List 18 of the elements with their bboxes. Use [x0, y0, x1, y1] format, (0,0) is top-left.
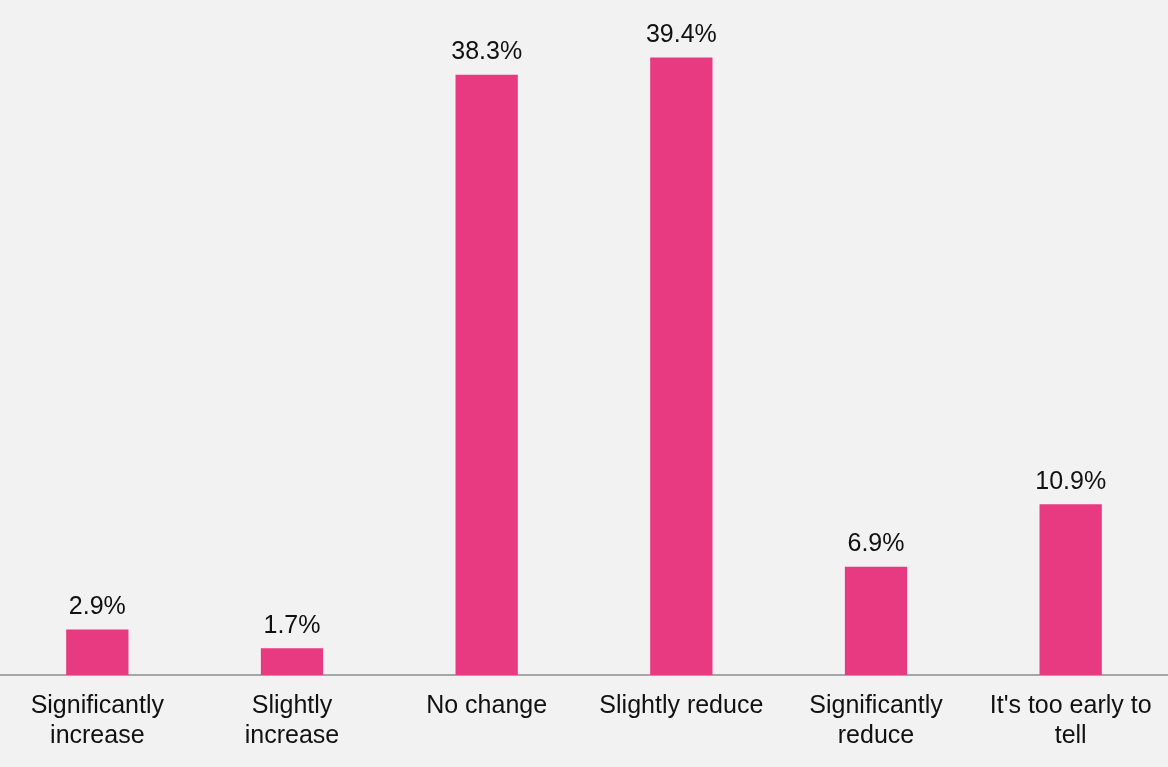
x-tick-label: No change [426, 689, 548, 718]
data-label: 39.4% [645, 18, 717, 47]
data-label: 1.7% [263, 609, 321, 638]
x-tick-label: Significantly increase [30, 689, 165, 748]
x-tick-label: Slightly reduce [599, 689, 764, 718]
bar [455, 74, 518, 675]
x-tick-label: It's too early to tell [989, 689, 1152, 748]
x-tick-label: Slightly increase [244, 689, 340, 748]
bar [1039, 504, 1102, 675]
bar [260, 648, 324, 675]
bar [650, 57, 713, 675]
x-tick-label: Significantly reduce [809, 689, 944, 748]
data-label: 38.3% [451, 36, 523, 65]
bar [66, 629, 129, 675]
bar [844, 566, 908, 675]
data-label: 6.9% [847, 528, 905, 557]
data-label: 10.9% [1035, 465, 1107, 494]
data-label: 2.9% [68, 590, 126, 619]
